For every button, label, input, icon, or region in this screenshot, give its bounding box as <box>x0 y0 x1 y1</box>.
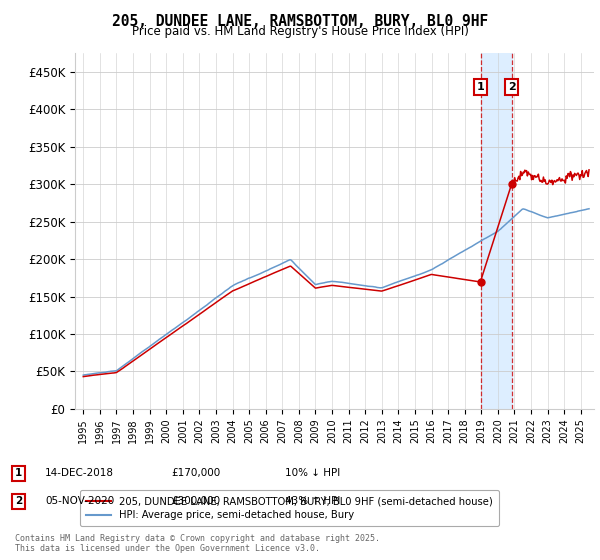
Text: 205, DUNDEE LANE, RAMSBOTTOM, BURY, BL0 9HF: 205, DUNDEE LANE, RAMSBOTTOM, BURY, BL0 … <box>112 14 488 29</box>
Text: Price paid vs. HM Land Registry's House Price Index (HPI): Price paid vs. HM Land Registry's House … <box>131 25 469 38</box>
Text: 1: 1 <box>15 468 22 478</box>
Text: £170,000: £170,000 <box>171 468 220 478</box>
Text: 2: 2 <box>15 496 22 506</box>
Text: 05-NOV-2020: 05-NOV-2020 <box>45 496 114 506</box>
Text: 14-DEC-2018: 14-DEC-2018 <box>45 468 114 478</box>
Text: 43% ↑ HPI: 43% ↑ HPI <box>285 496 340 506</box>
Text: 1: 1 <box>477 82 484 92</box>
Text: Contains HM Land Registry data © Crown copyright and database right 2025.
This d: Contains HM Land Registry data © Crown c… <box>15 534 380 553</box>
Text: 2: 2 <box>508 82 515 92</box>
Text: £300,000: £300,000 <box>171 496 220 506</box>
Legend: 205, DUNDEE LANE, RAMSBOTTOM, BURY, BL0 9HF (semi-detached house), HPI: Average : 205, DUNDEE LANE, RAMSBOTTOM, BURY, BL0 … <box>80 490 499 526</box>
Text: 10% ↓ HPI: 10% ↓ HPI <box>285 468 340 478</box>
Bar <box>481 53 512 409</box>
